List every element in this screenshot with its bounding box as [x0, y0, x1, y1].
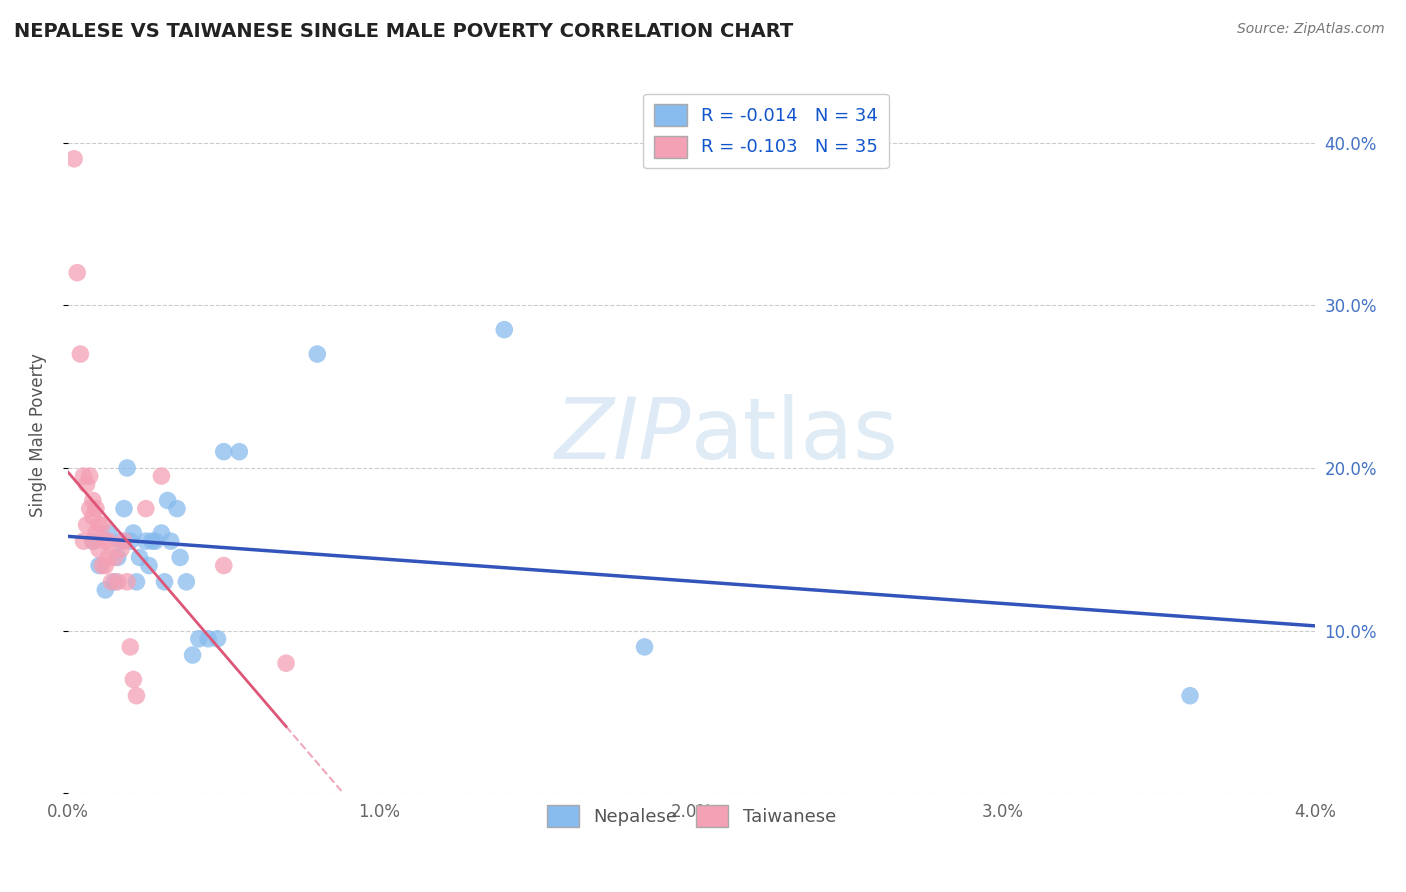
Point	[135, 534, 157, 549]
Legend: Nepalese, Taiwanese: Nepalese, Taiwanese	[540, 798, 844, 834]
Point	[197, 632, 219, 646]
Point	[159, 534, 181, 549]
Point	[228, 444, 250, 458]
Point	[187, 632, 209, 646]
Point	[143, 534, 166, 549]
Point	[66, 266, 89, 280]
Point	[212, 444, 235, 458]
Point	[91, 558, 114, 573]
Point	[110, 534, 132, 549]
Text: NEPALESE VS TAIWANESE SINGLE MALE POVERTY CORRELATION CHART: NEPALESE VS TAIWANESE SINGLE MALE POVERT…	[14, 22, 793, 41]
Y-axis label: Single Male Poverty: Single Male Poverty	[30, 353, 46, 517]
Point	[76, 517, 98, 532]
Point	[633, 640, 655, 654]
Point	[169, 550, 191, 565]
Point	[82, 534, 104, 549]
Point	[1178, 689, 1201, 703]
Point	[97, 526, 120, 541]
Text: ZIP: ZIP	[555, 394, 692, 477]
Point	[135, 501, 157, 516]
Point	[107, 574, 129, 589]
Point	[141, 534, 163, 549]
Point	[115, 461, 138, 475]
Point	[94, 534, 117, 549]
Point	[122, 673, 145, 687]
Point	[112, 534, 135, 549]
Text: atlas: atlas	[692, 394, 900, 477]
Point	[138, 558, 160, 573]
Point	[82, 534, 104, 549]
Point	[76, 477, 98, 491]
Point	[274, 656, 297, 670]
Point	[150, 469, 173, 483]
Point	[166, 501, 188, 516]
Point	[79, 501, 101, 516]
Point	[115, 574, 138, 589]
Point	[307, 347, 329, 361]
Point	[122, 526, 145, 541]
Point	[87, 517, 110, 532]
Point	[79, 469, 101, 483]
Point	[97, 550, 120, 565]
Point	[82, 509, 104, 524]
Point	[84, 526, 107, 541]
Point	[153, 574, 176, 589]
Point	[494, 323, 516, 337]
Point	[181, 648, 204, 662]
Point	[120, 640, 142, 654]
Point	[125, 574, 148, 589]
Point	[87, 558, 110, 573]
Point	[97, 534, 120, 549]
Point	[100, 574, 122, 589]
Point	[150, 526, 173, 541]
Point	[82, 493, 104, 508]
Point	[107, 550, 129, 565]
Point	[104, 550, 127, 565]
Point	[212, 558, 235, 573]
Point	[91, 517, 114, 532]
Point	[63, 152, 86, 166]
Point	[104, 574, 127, 589]
Point	[72, 534, 94, 549]
Point	[84, 501, 107, 516]
Point	[69, 347, 91, 361]
Point	[176, 574, 198, 589]
Point	[128, 550, 150, 565]
Point	[112, 501, 135, 516]
Point	[125, 689, 148, 703]
Point	[94, 558, 117, 573]
Point	[110, 542, 132, 557]
Point	[207, 632, 229, 646]
Point	[156, 493, 179, 508]
Point	[94, 582, 117, 597]
Point	[120, 534, 142, 549]
Point	[87, 542, 110, 557]
Text: Source: ZipAtlas.com: Source: ZipAtlas.com	[1237, 22, 1385, 37]
Point	[72, 469, 94, 483]
